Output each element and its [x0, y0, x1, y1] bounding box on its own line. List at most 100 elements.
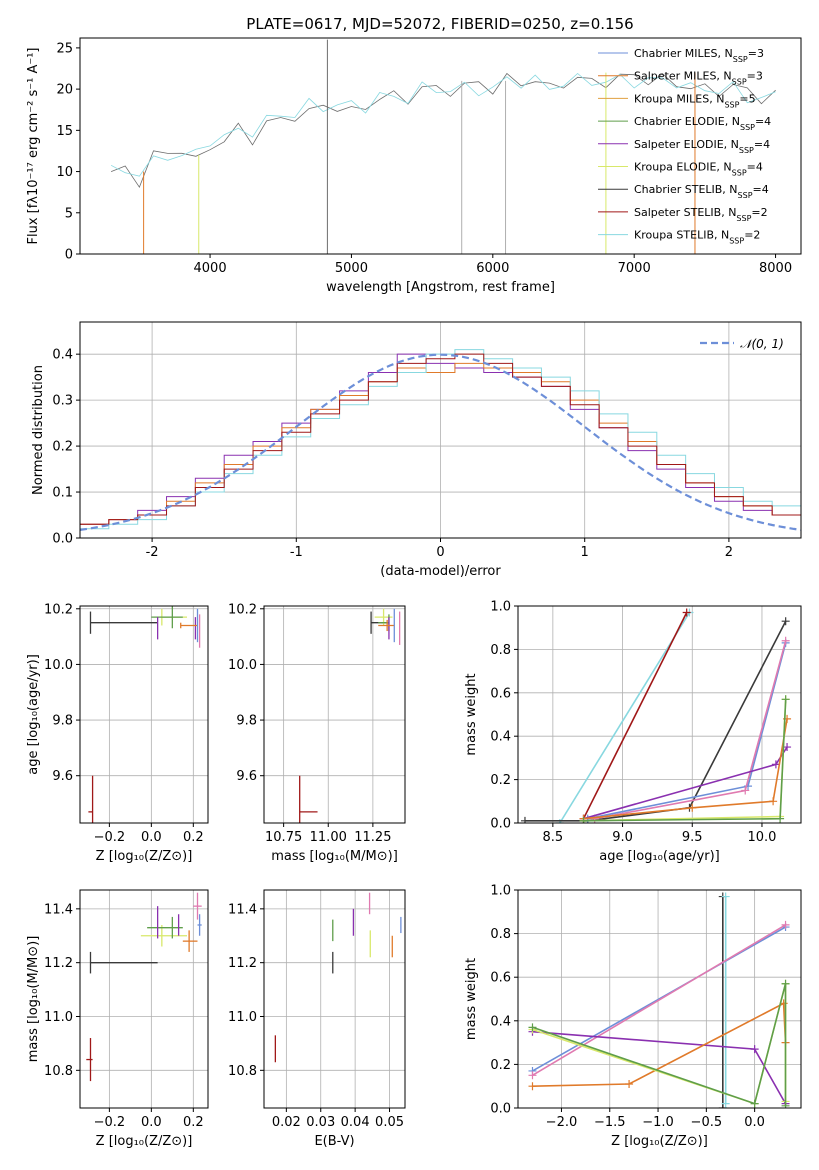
legend: Chabrier MILES, NSSP=3 Salpeter MILES, NS…	[598, 47, 771, 245]
y-tick-label: 10.8	[228, 1064, 257, 1079]
y-tick-label: 11.0	[228, 1010, 257, 1025]
weight-marker	[781, 1101, 790, 1108]
weight-marker	[741, 786, 750, 795]
weight-marker	[781, 920, 790, 929]
x-axis-label: mass [log₁₀(M/M⊙)]	[271, 849, 398, 864]
x-tick-label: 9.5	[682, 830, 703, 845]
weight-series-line	[532, 983, 787, 1106]
weight-series-line	[582, 612, 688, 820]
x-tick-label: 0.04	[341, 1115, 370, 1130]
panel-mass_vs_Z: −0.2 0.0 0.2 10.8 11.0 11.2 11.4 Z [log₁₀(Z/Z⊙)…	[26, 889, 209, 1149]
axes-frame	[79, 889, 209, 1109]
weight-marker	[744, 782, 753, 791]
x-tick-label: 10.0	[747, 830, 776, 845]
weight-series-line	[532, 1002, 787, 1087]
axes-frame	[517, 889, 802, 1109]
legend-label: Chabrier MILES, NSSP=3	[634, 47, 764, 64]
legend-label: Chabrier STELIB, NSSP=4	[634, 183, 769, 200]
x-tick-label: 6000	[476, 261, 509, 276]
legend-label: Kroupa STELIB, NSSP=2	[634, 229, 760, 246]
legend-label: Kroupa ELODIE, NSSP=4	[634, 161, 763, 178]
x-axis-label: Z [log₁₀(Z/Z⊙)]	[96, 1134, 193, 1149]
legend-label: 𝒩(0, 1)	[740, 337, 784, 351]
panel-weight_vs_Z: −2.0 −1.5 −1.0 −0.5 0.0 0.0 0.2 0.4 0.6 0.8 1.0 Z […	[464, 884, 802, 1149]
x-tick-label: 0.03	[306, 1115, 335, 1130]
plot-area	[518, 890, 801, 1108]
x-tick-label: −1.0	[642, 1115, 674, 1130]
weight-marker	[682, 608, 691, 617]
legend: 𝒩(0, 1)	[700, 337, 784, 351]
y-tick-label: 0.8	[490, 643, 511, 658]
x-tick-label: −0.2	[94, 1115, 126, 1130]
weight-series-line	[532, 924, 786, 1076]
legend-label: Chabrier ELODIE, NSSP=4	[634, 115, 771, 132]
y-tick-label: 0	[65, 248, 73, 263]
x-axis-label: wavelength [Angstrom, rest frame]	[326, 280, 555, 295]
axes-frame	[79, 37, 802, 255]
y-tick-label: 1.0	[490, 600, 511, 615]
plot-area	[110, 39, 776, 254]
y-tick-label: 0.2	[490, 1058, 511, 1073]
x-tick-label: −0.2	[94, 830, 126, 845]
y-tick-label: 0.1	[52, 486, 73, 501]
weight-marker	[750, 1099, 759, 1108]
x-tick-label: −1.5	[594, 1115, 626, 1130]
axes-frame	[517, 605, 802, 824]
y-tick-label: 10.8	[44, 1064, 73, 1079]
x-tick-label: 11.25	[354, 830, 391, 845]
y-tick-label: 0.0	[52, 532, 73, 547]
weight-marker	[579, 816, 588, 823]
x-axis-label: E(B-V)	[314, 1134, 354, 1149]
x-axis-label: Z [log₁₀(Z/Z⊙)]	[611, 1134, 708, 1149]
legend-label: Salpeter ELODIE, NSSP=4	[634, 138, 770, 155]
x-tick-label: 0.0	[744, 1115, 765, 1130]
plot-area	[80, 890, 208, 1108]
plot-container: Chabrier MILES, NSSP=3 Salpeter MILES, NS…	[26, 37, 802, 1149]
y-tick-label: 15	[56, 124, 73, 139]
weight-marker	[781, 636, 790, 645]
weight-marker	[769, 797, 778, 806]
x-tick-label: 0.2	[183, 1115, 204, 1130]
x-axis-label: age [log₁₀(age/yr)]	[599, 849, 720, 864]
spectrum-series-line	[110, 72, 776, 177]
gaussian-curve	[80, 353, 801, 531]
weight-series-line	[532, 926, 786, 1072]
y-tick-label: 0.4	[490, 730, 511, 745]
x-tick-label: -2	[146, 545, 159, 560]
weight-marker	[528, 1082, 537, 1091]
y-tick-label: 11.0	[44, 1010, 73, 1025]
plot-area	[264, 890, 405, 1108]
y-tick-label: 0.3	[52, 394, 73, 409]
y-tick-label: 25	[56, 41, 73, 56]
weight-marker	[528, 1023, 537, 1032]
weight-marker	[520, 816, 529, 823]
y-tick-label: 9.8	[52, 714, 73, 729]
y-axis-label: mass [log₁₀(M/M⊙)]	[26, 936, 41, 1063]
x-tick-label: 11.00	[310, 830, 347, 845]
y-tick-label: 9.8	[236, 714, 257, 729]
y-axis-label: mass weight	[464, 958, 479, 1040]
x-tick-label: 8000	[759, 261, 792, 276]
panel-weight_vs_age: 8.5 9.0 9.5 10.0 0.0 0.2 0.4 0.6 0.8 1.0 age [log₁…	[464, 600, 802, 864]
y-axis-label: Normed distribution	[31, 365, 46, 495]
y-tick-label: 0.2	[490, 773, 511, 788]
y-tick-label: 0.8	[490, 927, 511, 942]
y-tick-label: 10.2	[228, 602, 257, 617]
weight-marker	[721, 892, 730, 901]
y-tick-label: 10	[56, 165, 73, 180]
y-tick-label: 11.2	[228, 956, 257, 971]
x-tick-label: -1	[290, 545, 303, 560]
panel-age_vs_Z: −0.2 0.0 0.2 9.6 9.8 10.0 10.2 Z [log₁₀(Z/Z⊙)] a…	[26, 602, 209, 864]
x-tick-label: 1	[581, 545, 589, 560]
weight-marker	[625, 1080, 634, 1089]
weight-marker	[528, 1071, 537, 1080]
plot-area	[80, 322, 801, 538]
panel-age_vs_mass: 10.75 11.00 11.25 9.6 9.8 10.0 10.2 mass [log₁₀…	[228, 602, 406, 864]
plot-area	[264, 606, 405, 823]
weight-marker	[721, 1099, 730, 1108]
x-tick-label: 0	[436, 545, 444, 560]
weight-marker	[781, 617, 790, 626]
x-tick-label: 0.0	[141, 1115, 162, 1130]
x-tick-label: 10.75	[265, 830, 302, 845]
